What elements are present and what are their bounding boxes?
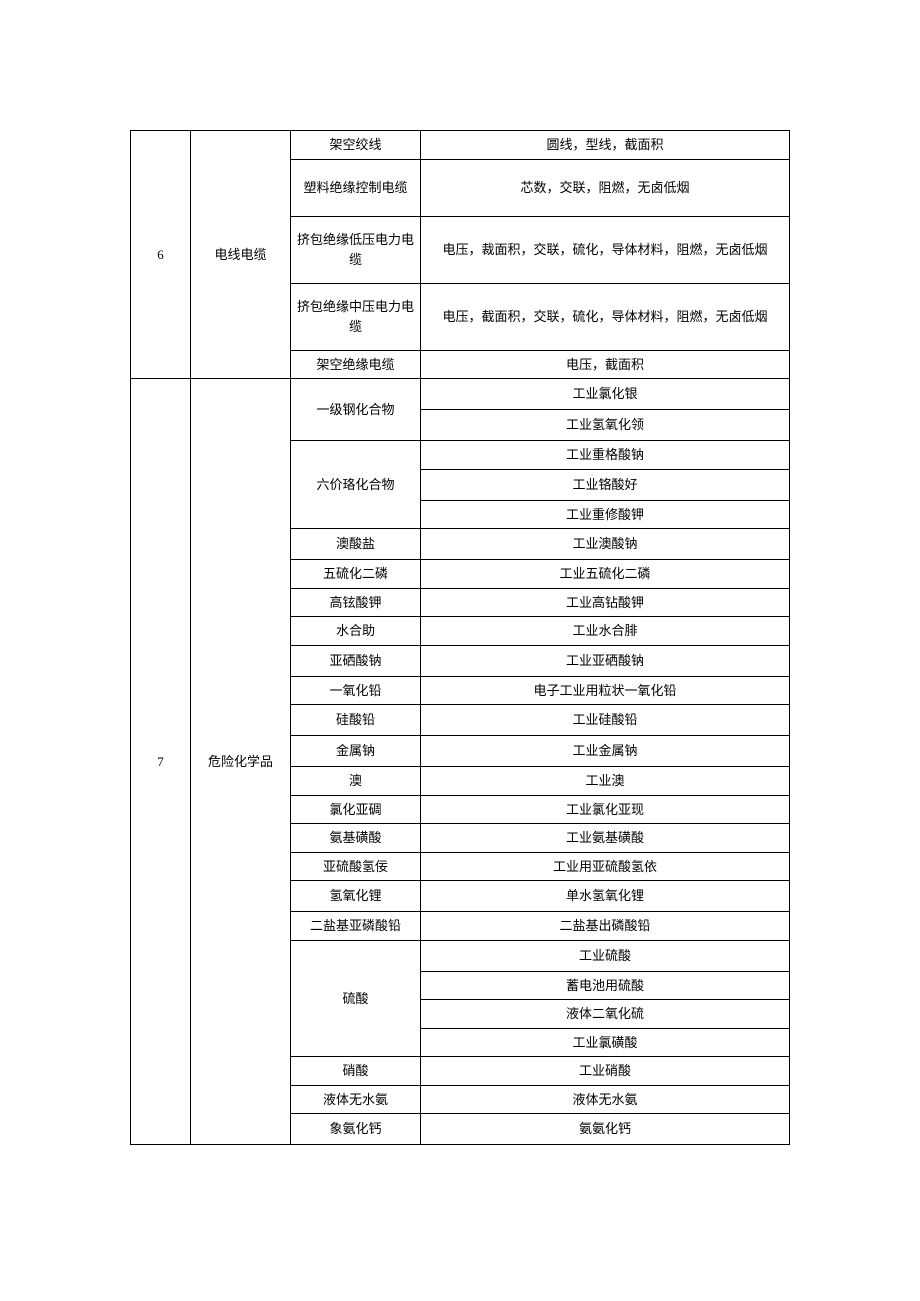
cell-category: 电线电缆 — [191, 131, 291, 379]
cell-sub: 架空绝缘电缆 — [291, 350, 421, 379]
cell-detail: 电压，截面积 — [421, 350, 790, 379]
cell-detail: 工业硫酸 — [421, 940, 790, 971]
cell-detail: 圆线，型线，截面积 — [421, 131, 790, 160]
cell-detail: 工业氯磺酸 — [421, 1028, 790, 1057]
cell-category: 危险化学品 — [191, 379, 291, 1145]
cell-detail: 工业水合腓 — [421, 617, 790, 646]
cell-sub: 五硫化二磷 — [291, 560, 421, 589]
cell-sub: 氯化亚碉 — [291, 795, 421, 824]
cell-detail: 工业五硫化二磷 — [421, 560, 790, 589]
cell-detail: 工业高钻酸钾 — [421, 588, 790, 617]
cell-detail: 芯数，交联，阻燃，无卤低烟 — [421, 159, 790, 216]
cell-detail: 工业金属钠 — [421, 736, 790, 767]
cell-sub: 塑料绝缘控制电缆 — [291, 159, 421, 216]
cell-detail: 电子工业用粒状一氧化铅 — [421, 676, 790, 705]
cell-sub: 氨基磺酸 — [291, 824, 421, 853]
cell-sub: 硝酸 — [291, 1057, 421, 1086]
cell-sub: 液体无水氨 — [291, 1085, 421, 1114]
cell-sub: 象氨化钙 — [291, 1114, 421, 1145]
cell-sub: 亚硒酸钠 — [291, 645, 421, 676]
cell-sub: 亚硫酸氢佞 — [291, 852, 421, 881]
cell-detail: 工业重修酸钾 — [421, 500, 790, 529]
cell-sub: 金属钠 — [291, 736, 421, 767]
cell-detail: 工业硝酸 — [421, 1057, 790, 1086]
cell-sub: 二盐基亚磷酸铅 — [291, 912, 421, 941]
product-table: 6 电线电缆 架空绞线 圆线，型线，截面积 塑料绝缘控制电缆 芯数，交联，阻燃，… — [130, 130, 790, 1145]
cell-detail: 蓄电池用硫酸 — [421, 971, 790, 1000]
cell-detail: 工业氢氧化领 — [421, 410, 790, 441]
cell-detail: 液体无水氨 — [421, 1085, 790, 1114]
cell-detail: 工业氨基磺酸 — [421, 824, 790, 853]
cell-detail: 电压，裁面积，交联，硫化，导体材料，阻燃，无卤低烟 — [421, 216, 790, 283]
table-row: 7 危险化学品 一级钢化合物 工业氯化银 — [131, 379, 790, 410]
cell-sub: 一级钢化合物 — [291, 379, 421, 441]
cell-detail: 氨氨化钙 — [421, 1114, 790, 1145]
cell-detail: 工业硅酸铅 — [421, 705, 790, 736]
cell-detail: 工业氯化银 — [421, 379, 790, 410]
cell-num: 7 — [131, 379, 191, 1145]
cell-sub: 澳酸盐 — [291, 529, 421, 560]
cell-sub: 高铉酸钾 — [291, 588, 421, 617]
cell-detail: 工业亚硒酸钠 — [421, 645, 790, 676]
cell-sub: 水合助 — [291, 617, 421, 646]
cell-detail: 工业氯化亚现 — [421, 795, 790, 824]
cell-detail: 工业用亚硫酸氢依 — [421, 852, 790, 881]
cell-sub: 硅酸铅 — [291, 705, 421, 736]
cell-detail: 工业铬酸好 — [421, 469, 790, 500]
cell-sub: 架空绞线 — [291, 131, 421, 160]
cell-sub: 一氧化铅 — [291, 676, 421, 705]
cell-num: 6 — [131, 131, 191, 379]
cell-detail: 工业澳 — [421, 767, 790, 796]
cell-sub: 澳 — [291, 767, 421, 796]
cell-sub: 硫酸 — [291, 940, 421, 1057]
cell-sub: 六价珞化合物 — [291, 441, 421, 529]
cell-detail: 工业澳酸钠 — [421, 529, 790, 560]
cell-detail: 电压，截面积，交联，硫化，导体材料，阻燃，无卤低烟 — [421, 283, 790, 350]
cell-sub: 氢氧化锂 — [291, 881, 421, 912]
cell-detail: 液体二氧化硫 — [421, 1000, 790, 1029]
cell-detail: 单水氢氧化锂 — [421, 881, 790, 912]
cell-detail: 二盐基出磷酸铅 — [421, 912, 790, 941]
document-page: 6 电线电缆 架空绞线 圆线，型线，截面积 塑料绝缘控制电缆 芯数，交联，阻燃，… — [0, 0, 920, 1145]
cell-detail: 工业重格酸钠 — [421, 441, 790, 470]
table-row: 6 电线电缆 架空绞线 圆线，型线，截面积 — [131, 131, 790, 160]
cell-sub: 挤包绝缘中压电力电缆 — [291, 283, 421, 350]
cell-sub: 挤包绝缘低压电力电缆 — [291, 216, 421, 283]
